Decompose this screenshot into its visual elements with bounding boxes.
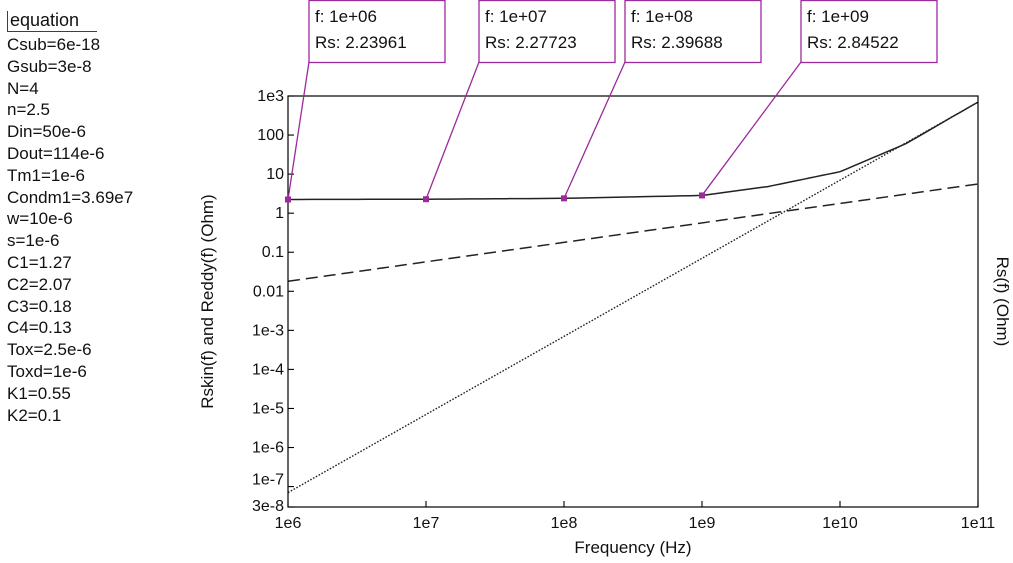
x-tick-label: 1e7 (413, 515, 440, 532)
marker-point[interactable] (285, 196, 291, 203)
x-tick-label: 1e10 (822, 515, 858, 532)
equation-title-underline (7, 31, 97, 32)
y-axis-label-right: Rs(f) (Ohm) (993, 257, 1012, 347)
equation-variable: Condm1=3.69e7 (7, 187, 134, 207)
y-tick-label: 10 (266, 166, 284, 183)
marker-frequency-label: f: 1e+07 (485, 7, 547, 26)
equation-variable: w=10e-6 (7, 209, 73, 229)
equation-variable: Gsub=3e-8 (7, 56, 92, 76)
marker-leader-line (701, 61, 802, 196)
equation-title[interactable]: equation (7, 8, 207, 32)
y-tick-label: 100 (257, 127, 284, 144)
equation-variable: C1=1.27 (7, 252, 72, 272)
marker-leader-line (563, 61, 626, 199)
x-tick-label: 1e8 (551, 515, 578, 532)
equation-variable: C3=0.18 (7, 296, 72, 316)
marker-rs-label: Rs: 2.27723 (485, 33, 577, 52)
y-tick-label: 0.01 (253, 283, 284, 300)
marker-rs-label: Rs: 2.84522 (807, 33, 899, 52)
series-line-dotted (287, 101, 979, 494)
marker-rs-label: Rs: 2.39688 (631, 33, 723, 52)
equation-variable: N=4 (7, 78, 39, 98)
equation-variable: Din=50e-6 (7, 122, 86, 142)
marker-frequency-label: f: 1e+09 (807, 7, 869, 26)
marker-readout-box[interactable] (308, 0, 446, 64)
y-tick-label: 1e-3 (252, 322, 284, 339)
x-axis-ticks: 1e6 1e7 1e8 1e9 1e10 1e11 (275, 501, 996, 532)
equation-variable-list: Csub=6e-18 Gsub=3e-8 N=4 n=2.5 Din=50e-6 Dout… (7, 34, 207, 426)
equation-variable: n=2.5 (7, 100, 51, 120)
y-tick-label: 1e3 (257, 88, 284, 105)
series-line-dashed (287, 183, 979, 283)
x-tick-label: 1e9 (689, 515, 716, 532)
marker-layer: f: 1e+06 Rs: 2.23961 f: 1e+07 Rs: 2.27723 f:… (285, 0, 938, 203)
y-tick-label: 0.1 (262, 244, 284, 261)
equation-title-bracket (7, 11, 9, 31)
marker-frequency-label: f: 1e+08 (631, 7, 693, 26)
y-tick-label: 1e-4 (252, 361, 284, 378)
equation-title-text: equation (10, 10, 80, 30)
x-tick-label: 1e6 (275, 515, 302, 532)
y-tick-label: 1e-6 (252, 440, 284, 457)
y-axis-ticks: 1e3 100 10 1 0.1 0.01 1e-3 1e-4 1e-5 1e-6 1e-7 3e-8 (252, 88, 294, 515)
marker-rs-label: Rs: 2.23961 (315, 33, 407, 52)
x-axis-label: Frequency (Hz) (574, 538, 691, 557)
marker-point[interactable] (561, 195, 567, 202)
series-layer (287, 101, 979, 494)
marker-leader-line (425, 61, 480, 200)
equation-variable: Tox=2.5e-6 (7, 340, 92, 360)
marker-point[interactable] (423, 196, 429, 203)
equation-panel: equation Csub=6e-18 Gsub=3e-8 N=4 n=2.5 Din=… (7, 8, 207, 426)
equation-variable: s=1e-6 (7, 231, 60, 251)
x-tick-label: 1e11 (961, 515, 996, 532)
y-tick-label: 1e-5 (252, 400, 284, 417)
series-line-solid (288, 101, 979, 201)
marker-readout-box[interactable] (800, 0, 938, 64)
y-tick-label: 1e-7 (252, 472, 284, 489)
equation-variable: K1=0.55 (7, 383, 71, 403)
equation-variable: Dout=114e-6 (7, 143, 105, 163)
equation-variable: K2=0.1 (7, 405, 62, 425)
equation-variable: Tm1=1e-6 (7, 165, 85, 185)
plot-frame (287, 95, 979, 508)
equation-variable: Toxd=1e-6 (7, 361, 87, 381)
marker-readout-box[interactable] (624, 0, 762, 64)
equation-variable: C4=0.13 (7, 318, 72, 338)
marker-readout-box[interactable] (478, 0, 616, 64)
marker-leader-line (287, 61, 310, 200)
equation-variable: Csub=6e-18 (7, 35, 101, 54)
marker-point[interactable] (699, 192, 705, 199)
y-tick-label: 1 (275, 205, 284, 222)
y-tick-label: 3e-8 (252, 498, 284, 515)
y-axis-label-left: Rskin(f) and Reddy(f) (Ohm) (198, 194, 217, 408)
marker-frequency-label: f: 1e+06 (315, 7, 377, 26)
equation-variable: C2=2.07 (7, 274, 72, 294)
